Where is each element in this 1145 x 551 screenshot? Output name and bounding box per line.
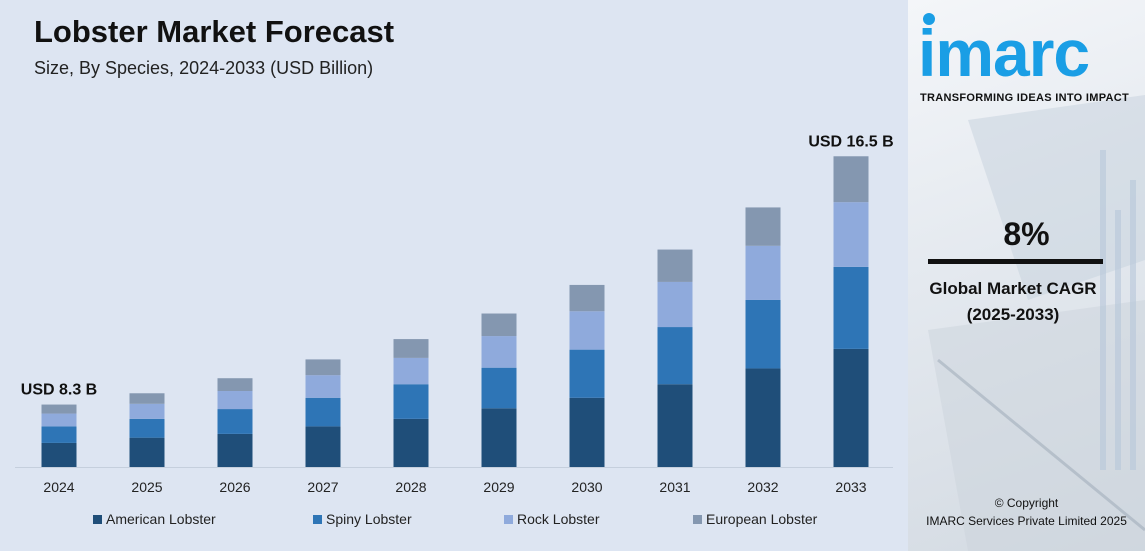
bar-2028-european	[393, 339, 429, 358]
imarc-logo: imarc	[918, 16, 1090, 90]
bar-2026-spiny	[217, 409, 253, 434]
x-tick-2029: 2029	[483, 479, 514, 495]
bar-2026-european	[217, 378, 253, 392]
bar-chart: 2024 USD 8.3 B 2025 2026 2027 2028 2029 2030 203…	[15, 133, 894, 495]
x-tick-2028: 2028	[395, 479, 426, 495]
bar-2024-european	[41, 404, 77, 414]
logo-dot	[923, 13, 935, 25]
chart-title: Lobster Market Forecast	[34, 14, 395, 49]
x-tick-2026: 2026	[219, 479, 250, 495]
legend-label-american: American Lobster	[106, 511, 216, 527]
bar-2030-american	[569, 397, 605, 467]
bar-2029-european	[481, 313, 517, 337]
bar-2028-spiny	[393, 384, 429, 419]
bar-2032-american	[745, 368, 781, 467]
brand-sidebar: imarc TRANSFORMING IDEAS INTO IMPACT 8% …	[908, 0, 1145, 551]
bar-2033-european	[833, 156, 869, 203]
bar-2029-rock	[481, 336, 517, 368]
bar-2027-american	[305, 426, 341, 467]
chart-panel: Lobster Market Forecast Size, By Species…	[0, 0, 908, 551]
bar-2032-spiny	[745, 299, 781, 369]
bar-2027-rock	[305, 375, 341, 398]
legend-item-spiny: Spiny Lobster	[313, 511, 412, 527]
bar-2029-spiny	[481, 367, 517, 409]
x-tick-2033: 2033	[835, 479, 866, 495]
bar-2030-european	[569, 284, 605, 312]
bar-2024-spiny	[41, 426, 77, 443]
legend-swatch-spiny	[313, 514, 322, 524]
legend-label-spiny: Spiny Lobster	[326, 511, 412, 527]
bar-2025-spiny	[129, 418, 165, 438]
x-tick-2030: 2030	[571, 479, 602, 495]
bar-2030-spiny	[569, 349, 605, 398]
copyright-line1: © Copyright	[994, 496, 1059, 510]
bar-2029-american	[481, 408, 517, 467]
bar-2031-spiny	[657, 327, 693, 385]
bar-2025-rock	[129, 403, 165, 419]
legend-label-european: European Lobster	[706, 511, 818, 527]
x-tick-2024: 2024	[43, 479, 74, 495]
bar-2026-rock	[217, 391, 253, 410]
legend-swatch-european	[693, 514, 702, 524]
legend-label-rock: Rock Lobster	[517, 511, 600, 527]
chart-legend: American Lobster Spiny Lobster Rock Lobs…	[0, 511, 908, 531]
x-tick-2025: 2025	[131, 479, 162, 495]
bar-2028-rock	[393, 357, 429, 385]
cagr-label-line2: (2025-2033)	[966, 305, 1060, 324]
legend-swatch-rock	[504, 514, 513, 524]
copyright-line2: IMARC Services Private Limited 2025	[926, 514, 1127, 528]
bar-2031-rock	[657, 281, 693, 328]
cagr-value: 8%	[1003, 216, 1050, 252]
total-label-2033: USD 16.5 B	[808, 133, 893, 150]
bar-2025-american	[129, 437, 165, 467]
legend-item-european: European Lobster	[693, 511, 817, 527]
bar-2030-rock	[569, 311, 605, 350]
bar-2032-rock	[745, 245, 781, 300]
bar-2031-american	[657, 384, 693, 467]
x-tick-2031: 2031	[659, 479, 690, 495]
cagr-label: Global Market CAGR (2025-2033)	[908, 276, 1118, 328]
cagr-divider	[928, 259, 1103, 264]
bar-2031-european	[657, 249, 693, 282]
bar-2027-spiny	[305, 397, 341, 427]
copyright: © Copyright IMARC Services Private Limit…	[908, 494, 1145, 530]
total-label-2024: USD 8.3 B	[21, 382, 97, 399]
cagr-label-line1: Global Market CAGR	[929, 279, 1097, 298]
bar-2033-american	[833, 348, 869, 467]
background-graphic	[928, 95, 1145, 551]
x-tick-2032: 2032	[747, 479, 778, 495]
legend-swatch-american	[93, 514, 102, 524]
logo-tagline: TRANSFORMING IDEAS INTO IMPACT	[920, 92, 1130, 104]
bar-2027-european	[305, 359, 341, 376]
legend-item-rock: Rock Lobster	[504, 511, 599, 527]
bar-2028-american	[393, 418, 429, 467]
bar-2025-european	[129, 393, 165, 404]
bar-2033-spiny	[833, 266, 869, 349]
bar-2032-european	[745, 207, 781, 246]
bar-2024-rock	[41, 413, 77, 427]
chart-subtitle: Size, By Species, 2024-2033 (USD Billion…	[34, 58, 374, 78]
bar-2033-rock	[833, 202, 869, 267]
bar-2026-american	[217, 433, 253, 467]
bar-2024-american	[41, 442, 77, 467]
legend-item-american: American Lobster	[93, 511, 216, 527]
x-tick-2027: 2027	[307, 479, 338, 495]
